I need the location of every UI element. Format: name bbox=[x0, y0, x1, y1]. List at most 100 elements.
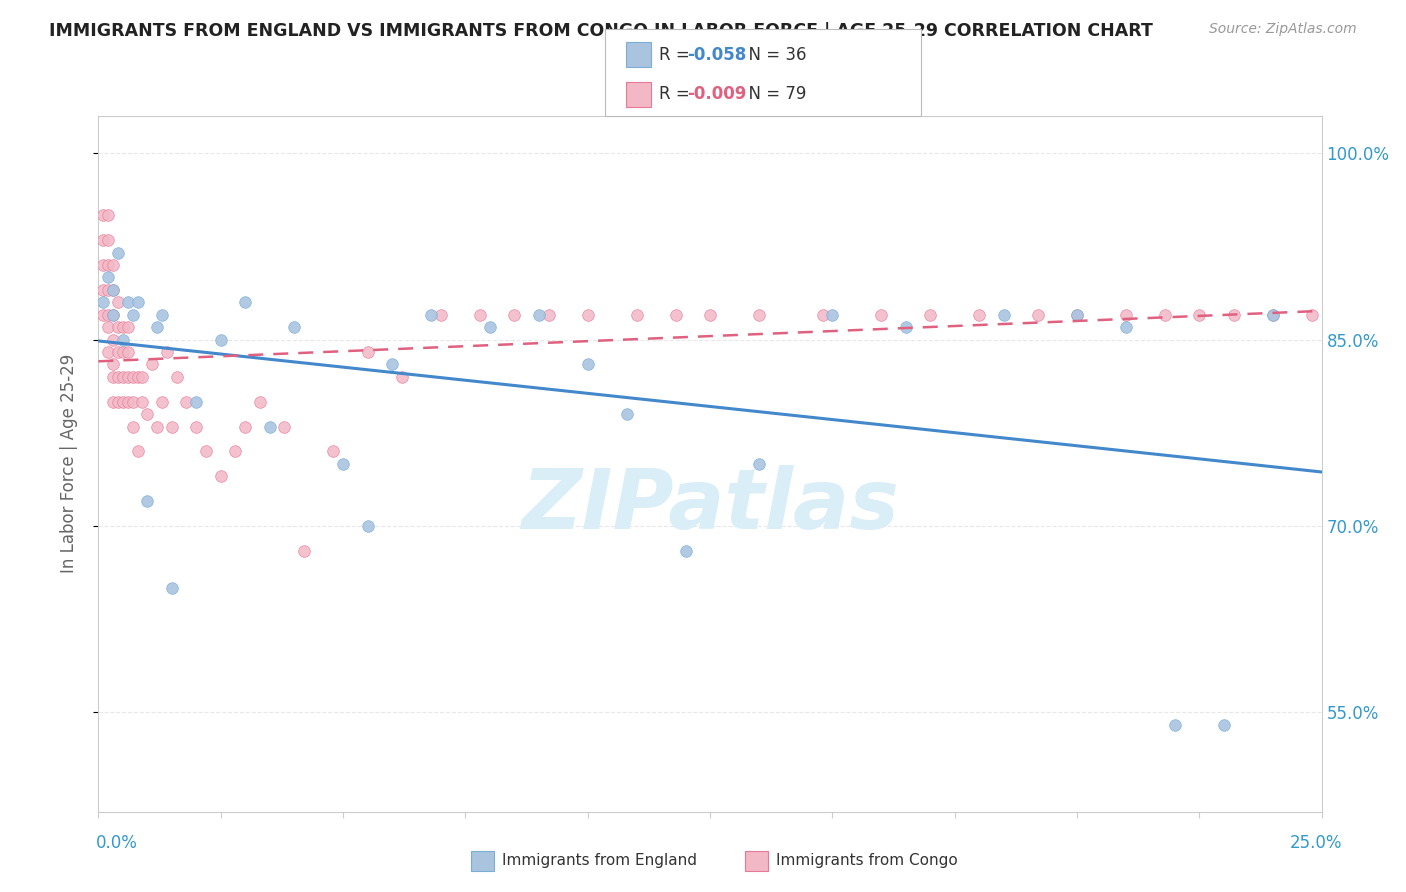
Point bbox=[1115, 308, 1137, 322]
Point bbox=[97, 283, 120, 297]
Point bbox=[101, 333, 124, 347]
Point bbox=[186, 394, 208, 409]
Point bbox=[967, 308, 990, 322]
Point bbox=[107, 394, 129, 409]
Point bbox=[131, 394, 153, 409]
Point bbox=[1222, 308, 1244, 322]
Text: Immigrants from Congo: Immigrants from Congo bbox=[776, 854, 957, 868]
Point bbox=[1115, 320, 1137, 334]
Point bbox=[1261, 308, 1284, 322]
Point bbox=[91, 258, 114, 272]
Point bbox=[1212, 717, 1234, 731]
Point bbox=[224, 444, 246, 458]
Point bbox=[537, 308, 560, 322]
Point bbox=[1301, 308, 1323, 322]
Point bbox=[107, 245, 129, 260]
Point bbox=[1188, 308, 1211, 322]
Point bbox=[468, 308, 491, 322]
Point bbox=[1164, 717, 1187, 731]
Point bbox=[160, 419, 183, 434]
Point bbox=[91, 233, 114, 247]
Point bbox=[97, 258, 120, 272]
Point bbox=[136, 407, 159, 421]
Point bbox=[1066, 308, 1088, 322]
Point bbox=[176, 394, 198, 409]
Point bbox=[993, 308, 1015, 322]
Point bbox=[209, 469, 232, 483]
Point bbox=[97, 345, 120, 359]
Point bbox=[117, 394, 139, 409]
Point bbox=[920, 308, 942, 322]
Point bbox=[699, 308, 721, 322]
Text: ZIPatlas: ZIPatlas bbox=[522, 465, 898, 546]
Point bbox=[811, 308, 834, 322]
Point bbox=[101, 358, 124, 372]
Text: -0.058: -0.058 bbox=[688, 46, 747, 64]
Point bbox=[101, 283, 124, 297]
Point bbox=[527, 308, 550, 322]
Point bbox=[576, 358, 599, 372]
Point bbox=[665, 308, 688, 322]
Text: R =: R = bbox=[659, 86, 696, 103]
Text: 0.0%: 0.0% bbox=[96, 834, 138, 852]
Text: N = 79: N = 79 bbox=[738, 86, 807, 103]
Point bbox=[381, 358, 404, 372]
Point bbox=[576, 308, 599, 322]
Point bbox=[91, 283, 114, 297]
Point bbox=[166, 369, 188, 384]
Point bbox=[186, 419, 208, 434]
Point bbox=[136, 494, 159, 508]
Text: Immigrants from England: Immigrants from England bbox=[502, 854, 697, 868]
Point bbox=[101, 308, 124, 322]
Point bbox=[503, 308, 526, 322]
Point bbox=[356, 345, 378, 359]
Point bbox=[195, 444, 218, 458]
Y-axis label: In Labor Force | Age 25-29: In Labor Force | Age 25-29 bbox=[59, 354, 77, 574]
Point bbox=[748, 308, 770, 322]
Point bbox=[101, 258, 124, 272]
Point bbox=[233, 419, 256, 434]
Point bbox=[111, 333, 134, 347]
Point bbox=[91, 308, 114, 322]
Point bbox=[292, 543, 315, 558]
Point bbox=[146, 419, 169, 434]
Point bbox=[1066, 308, 1088, 322]
Point bbox=[146, 320, 169, 334]
Point bbox=[1154, 308, 1177, 322]
Point bbox=[121, 369, 143, 384]
Point bbox=[821, 308, 844, 322]
Point bbox=[259, 419, 281, 434]
Point bbox=[97, 208, 120, 222]
Point bbox=[117, 295, 139, 310]
Point bbox=[97, 233, 120, 247]
Point bbox=[107, 345, 129, 359]
Point bbox=[356, 519, 378, 533]
Text: Source: ZipAtlas.com: Source: ZipAtlas.com bbox=[1209, 22, 1357, 37]
Point bbox=[209, 333, 232, 347]
Text: IMMIGRANTS FROM ENGLAND VS IMMIGRANTS FROM CONGO IN LABOR FORCE | AGE 25-29 CORR: IMMIGRANTS FROM ENGLAND VS IMMIGRANTS FR… bbox=[49, 22, 1153, 40]
Point bbox=[273, 419, 295, 434]
Point bbox=[121, 419, 143, 434]
Point bbox=[127, 369, 149, 384]
Point bbox=[121, 394, 143, 409]
Point bbox=[131, 369, 153, 384]
Point bbox=[160, 581, 183, 595]
Point bbox=[97, 270, 120, 285]
Point bbox=[117, 345, 139, 359]
Point bbox=[101, 283, 124, 297]
Text: R =: R = bbox=[659, 46, 696, 64]
Text: 25.0%: 25.0% bbox=[1291, 834, 1343, 852]
Point bbox=[107, 320, 129, 334]
Point bbox=[121, 308, 143, 322]
Point bbox=[249, 394, 271, 409]
Point bbox=[420, 308, 443, 322]
Point bbox=[117, 369, 139, 384]
Point bbox=[91, 295, 114, 310]
Point bbox=[101, 369, 124, 384]
Point bbox=[150, 394, 173, 409]
Point bbox=[127, 295, 149, 310]
Text: N = 36: N = 36 bbox=[738, 46, 807, 64]
Point bbox=[117, 320, 139, 334]
Point bbox=[283, 320, 305, 334]
Point bbox=[322, 444, 344, 458]
